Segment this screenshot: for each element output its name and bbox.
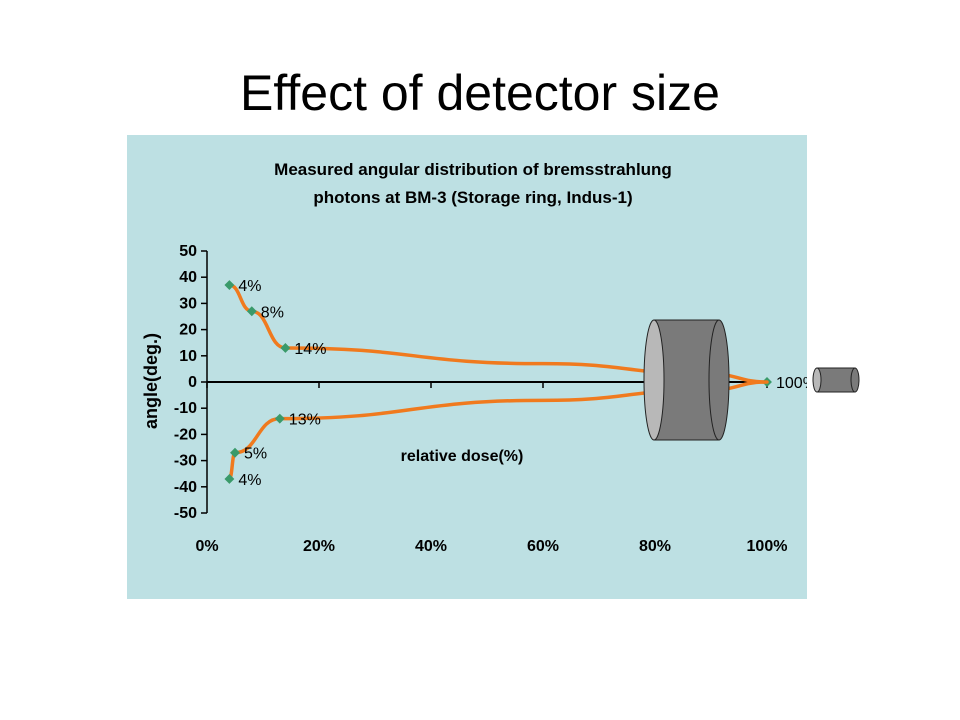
y-tick-label: -50 [174, 505, 197, 522]
data-point-label: 14% [294, 341, 326, 358]
y-tick-label: 40 [179, 269, 197, 286]
y-tick-label: -40 [174, 479, 197, 496]
data-point-label: 4% [238, 278, 261, 295]
y-tick-label: 20 [179, 322, 197, 339]
detector-cylinder-icon [643, 319, 730, 441]
data-point-label: 5% [244, 446, 267, 463]
y-tick-label: -30 [174, 453, 197, 470]
x-tick-label: 60% [527, 538, 559, 555]
y-tick-label: -10 [174, 400, 197, 417]
x-tick-label: 80% [639, 538, 671, 555]
x-tick-label: 0% [195, 538, 218, 555]
y-axis-label: angle(deg.) [141, 333, 161, 429]
data-point-label: 8% [261, 304, 284, 321]
y-tick-label: 0 [188, 374, 197, 391]
small-detector-cylinder-icon [805, 362, 865, 402]
y-tick-label: 10 [179, 348, 197, 365]
x-tick-label: 40% [415, 538, 447, 555]
data-point-marker [246, 306, 257, 317]
data-point-marker [230, 447, 240, 458]
detector-body [653, 319, 720, 441]
data-point-label: 4% [238, 472, 261, 489]
detector-front-face [643, 319, 665, 441]
data-point-label: 100% [776, 375, 807, 392]
data-point-label: 13% [289, 412, 321, 429]
data-point-marker [274, 413, 285, 424]
chart-panel: Measured angular distribution of bremsst… [127, 135, 807, 599]
x-tick-label: 100% [747, 538, 788, 555]
x-axis-label: relative dose(%) [401, 448, 524, 465]
chart-title-line2: photons at BM-3 (Storage ring, Indus-1) [313, 188, 632, 207]
chart-title-line1: Measured angular distribution of bremsst… [274, 160, 672, 179]
y-tick-label: 30 [179, 295, 197, 312]
y-tick-label: 50 [179, 243, 197, 260]
detector-back-face [708, 319, 730, 441]
axes-group: 50 40 30 20 10 0 -10 -20 -30 -40 -50 0% 20% 40% 60% 80%… [174, 243, 788, 555]
slide-title: Effect of detector size [240, 65, 720, 121]
y-tick-label: -20 [174, 426, 197, 443]
bremsstrahlung-chart: Measured angular distribution of bremsst… [127, 135, 807, 599]
x-tick-label: 20% [303, 538, 335, 555]
